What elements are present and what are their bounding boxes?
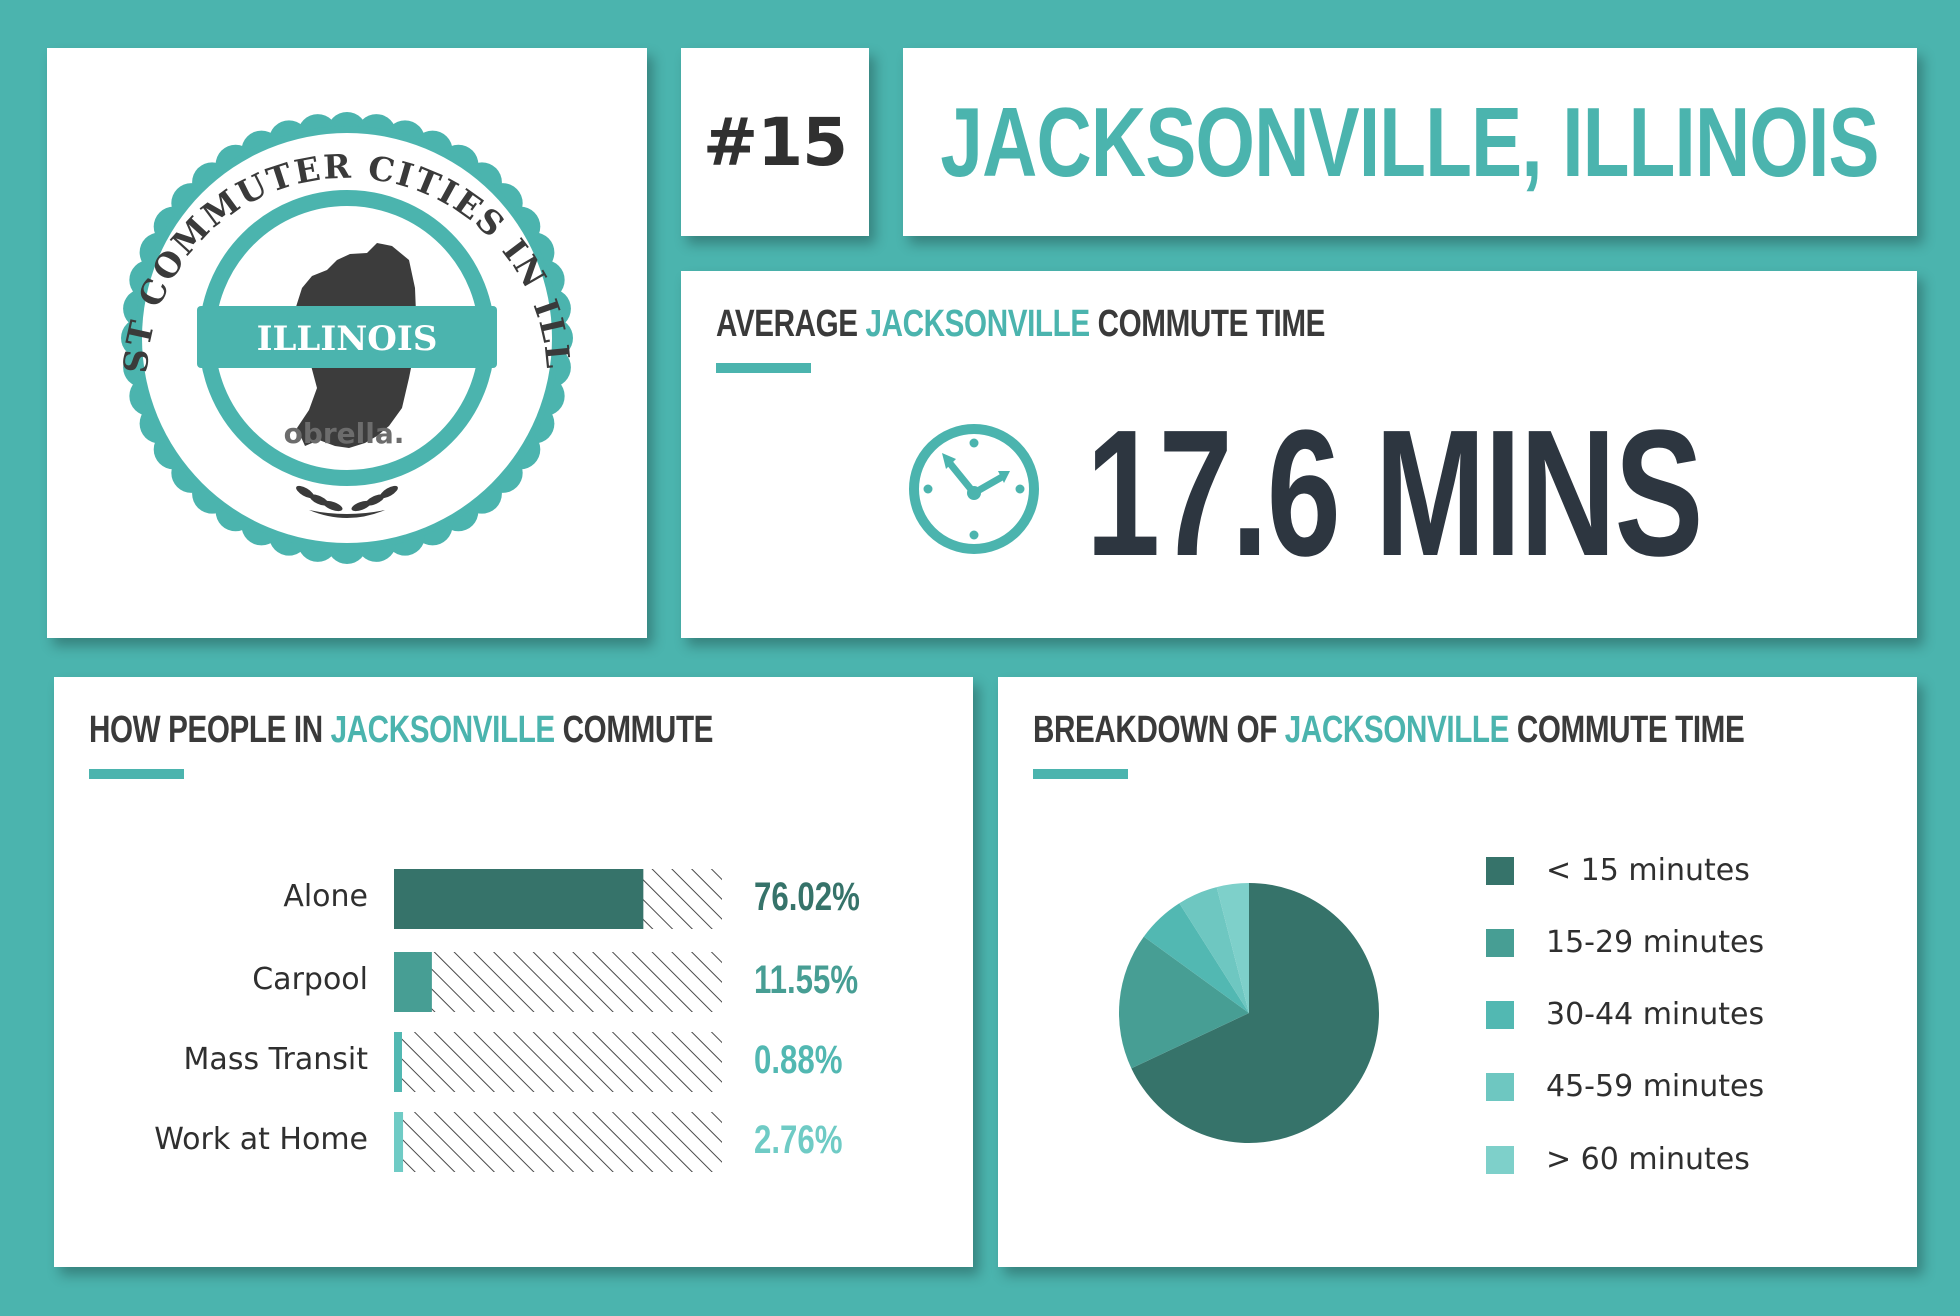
average-commute-value: 17.6 MINS <box>1086 393 1703 594</box>
bar-category-label: Work at Home <box>154 1122 368 1157</box>
legend-swatch <box>1486 1000 1514 1029</box>
laurel-icon <box>296 485 398 518</box>
bar-value-label: 2.76% <box>754 1118 843 1162</box>
bar-track <box>394 952 722 1012</box>
legend-label: 15-29 minutes <box>1546 925 1765 960</box>
title-card: JACKSONVILLE, ILLINOIS <box>903 48 1917 236</box>
legend-item: < 15 minutes <box>1486 853 1750 888</box>
bar-alone <box>394 869 644 929</box>
legend-swatch <box>1486 928 1514 957</box>
pie-slice <box>1143 903 1249 1013</box>
bar-work-at-home <box>394 1112 404 1172</box>
legend-swatch <box>1486 1145 1514 1174</box>
seal-banner-text: ILLINOIS <box>257 319 438 359</box>
commute-breakdown-heading: BREAKDOWN OF JACKSONVILLE COMMUTE TIME <box>1033 709 1745 751</box>
legend-label: 45-59 minutes <box>1546 1069 1765 1104</box>
legend-item: 15-29 minutes <box>1486 925 1764 960</box>
pie-slice <box>1119 936 1249 1069</box>
bar-value-label: 11.55% <box>754 958 859 1002</box>
legend-swatch <box>1486 1072 1514 1101</box>
city-title: JACKSONVILLE, ILLINOIS <box>940 86 1880 197</box>
legend-item: > 60 minutes <box>1486 1142 1750 1177</box>
heading-underline <box>716 363 811 373</box>
bar-carpool <box>394 952 432 1012</box>
pie-slice <box>1131 883 1379 1143</box>
commute-time-pie-chart <box>1119 883 1379 1143</box>
commute-breakdown-card: BREAKDOWN OF JACKSONVILLE COMMUTE TIME <… <box>998 677 1917 1267</box>
bar-mass-transit <box>394 1032 402 1092</box>
rank-number: #15 <box>702 103 848 181</box>
pie-slice <box>1216 883 1249 1013</box>
rank-card: #15 <box>681 48 869 236</box>
bar-track <box>394 1112 722 1172</box>
bar-track <box>394 869 722 929</box>
badge-card: ILLINOIS obrella. 40 BEST COMMUTER CITIE… <box>47 48 647 638</box>
legend-item: 45-59 minutes <box>1486 1069 1764 1104</box>
bar-value-label: 76.02% <box>754 875 860 919</box>
legend-item: 30-44 minutes <box>1486 997 1764 1032</box>
commute-mode-heading: HOW PEOPLE IN JACKSONVILLE COMMUTE <box>89 709 714 751</box>
bar-category-label: Alone <box>283 879 368 914</box>
commuter-cities-seal: ILLINOIS obrella. 40 BEST COMMUTER CITIE… <box>47 48 576 564</box>
heading-underline <box>89 769 184 779</box>
legend-label: > 60 minutes <box>1546 1142 1750 1177</box>
legend-label: 30-44 minutes <box>1546 997 1765 1032</box>
bar-track <box>394 1032 722 1092</box>
bar-value-label: 0.88% <box>754 1038 843 1082</box>
clock-icon <box>909 424 1039 554</box>
legend-swatch <box>1486 856 1514 885</box>
bar-category-label: Mass Transit <box>183 1042 368 1077</box>
heading-underline <box>1033 769 1128 779</box>
pie-slice <box>1179 887 1249 1013</box>
average-commute-heading: AVERAGE JACKSONVILLE COMMUTE TIME <box>716 303 1326 345</box>
commute-mode-card: HOW PEOPLE IN JACKSONVILLE COMMUTE Alone… <box>54 677 973 1267</box>
legend-label: < 15 minutes <box>1546 853 1750 888</box>
bar-category-label: Carpool <box>252 962 368 997</box>
obrella-logo: obrella. <box>284 417 405 450</box>
average-commute-card: AVERAGE JACKSONVILLE COMMUTE TIME 17.6 M… <box>681 271 1917 638</box>
